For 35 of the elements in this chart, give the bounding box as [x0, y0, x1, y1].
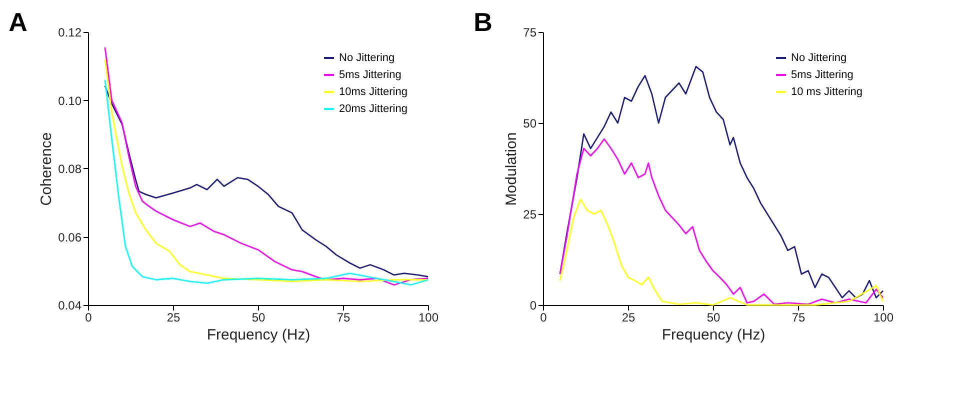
y-tick-label: 0.10: [58, 94, 82, 108]
line-series: [559, 138, 884, 305]
x-tick-label: 50: [252, 310, 266, 324]
legend-label: 10ms Jittering: [339, 86, 408, 98]
x-tick-label: 25: [622, 310, 636, 324]
y-axis-title: Coherence: [38, 132, 56, 206]
line-series: [559, 198, 884, 306]
legend-label: 5ms Jittering: [339, 69, 402, 81]
y-tick-label: 0.08: [58, 162, 82, 176]
y-tick-label: 0.06: [58, 230, 82, 244]
y-tick-label: 75: [523, 26, 537, 40]
chart-title: B: [474, 7, 492, 37]
legend-label: 20ms Jittering: [339, 103, 408, 115]
line-series: [559, 66, 884, 298]
legend-label: No Jittering: [791, 52, 847, 64]
y-tick-label: 0.04: [58, 298, 82, 312]
x-tick-label: 25: [166, 310, 180, 324]
legend-label: 5ms Jittering: [791, 69, 854, 81]
y-tick-label: 0.12: [58, 26, 82, 40]
x-tick-label: 100: [418, 310, 439, 324]
legend-label: 10 ms Jittering: [791, 86, 863, 98]
x-axis-title: Frequency (Hz): [662, 326, 766, 344]
x-tick-label: 0: [85, 310, 92, 324]
y-tick-label: 0: [530, 298, 537, 312]
x-tick-label: 75: [792, 310, 806, 324]
x-tick-label: 0: [540, 310, 548, 324]
y-axis-title: Modulation: [503, 132, 520, 206]
y-tick-label: 50: [523, 116, 537, 130]
x-tick-label: 75: [336, 310, 350, 324]
chart-title: A: [8, 7, 28, 37]
x-tick-label: 100: [873, 310, 894, 324]
y-tick-label: 25: [523, 208, 537, 222]
x-axis-title: Frequency (Hz): [206, 326, 310, 344]
legend-label: No Jittering: [339, 52, 395, 64]
x-tick-label: 50: [706, 310, 720, 324]
